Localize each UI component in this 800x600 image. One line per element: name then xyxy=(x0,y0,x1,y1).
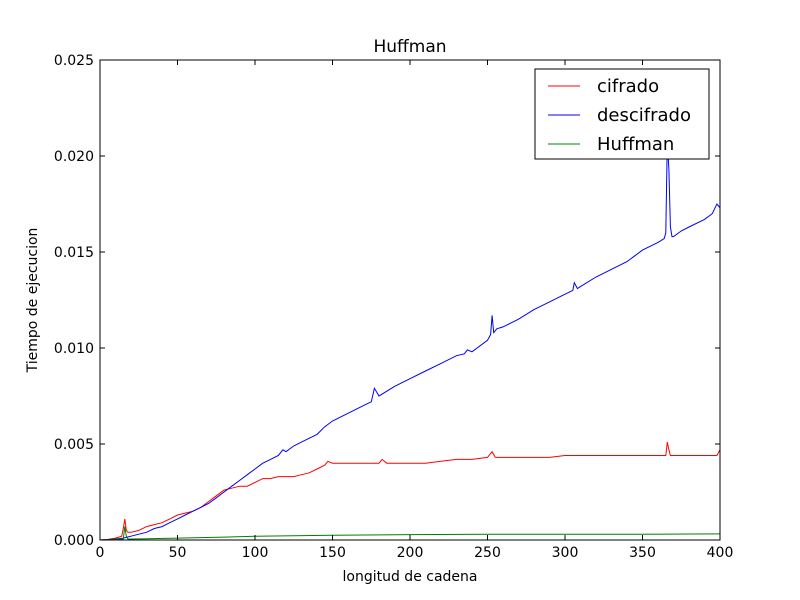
chart-title: Huffman xyxy=(373,37,446,57)
x-tick-label: 0 xyxy=(96,545,105,561)
y-tick-label: 0.005 xyxy=(54,437,94,453)
series-line-descifrado xyxy=(99,140,721,541)
x-tick-label: 200 xyxy=(397,545,424,561)
series-line-cifrado xyxy=(99,441,721,541)
x-tick-label: 100 xyxy=(242,545,269,561)
y-tick-label: 0.010 xyxy=(54,341,94,357)
x-axis-label: longitud de cadena xyxy=(343,569,478,585)
legend-label: descifrado xyxy=(597,105,691,126)
x-tick-label: 250 xyxy=(474,545,501,561)
y-tick-label: 0.020 xyxy=(54,149,94,165)
x-tick-label: 350 xyxy=(629,545,656,561)
legend: cifrado descifrado Huffman xyxy=(534,68,710,160)
x-tick-label: 150 xyxy=(319,545,346,561)
x-tick-label: 400 xyxy=(707,545,734,561)
legend-label: cifrado xyxy=(597,76,659,97)
legend-label: Huffman xyxy=(597,134,674,155)
y-tick-label: 0.025 xyxy=(54,53,94,69)
ticks-layer: 0 50 100 150 200 250 300 350 400 0.000 0.005 0.010 0… xyxy=(54,53,733,561)
x-tick-label: 300 xyxy=(552,545,579,561)
y-tick-label: 0.000 xyxy=(54,533,94,549)
y-axis-label: Tiempo de ejecucion xyxy=(25,228,41,374)
x-tick-label: 50 xyxy=(169,545,187,561)
y-tick-label: 0.015 xyxy=(54,245,94,261)
series-layer xyxy=(99,140,721,541)
